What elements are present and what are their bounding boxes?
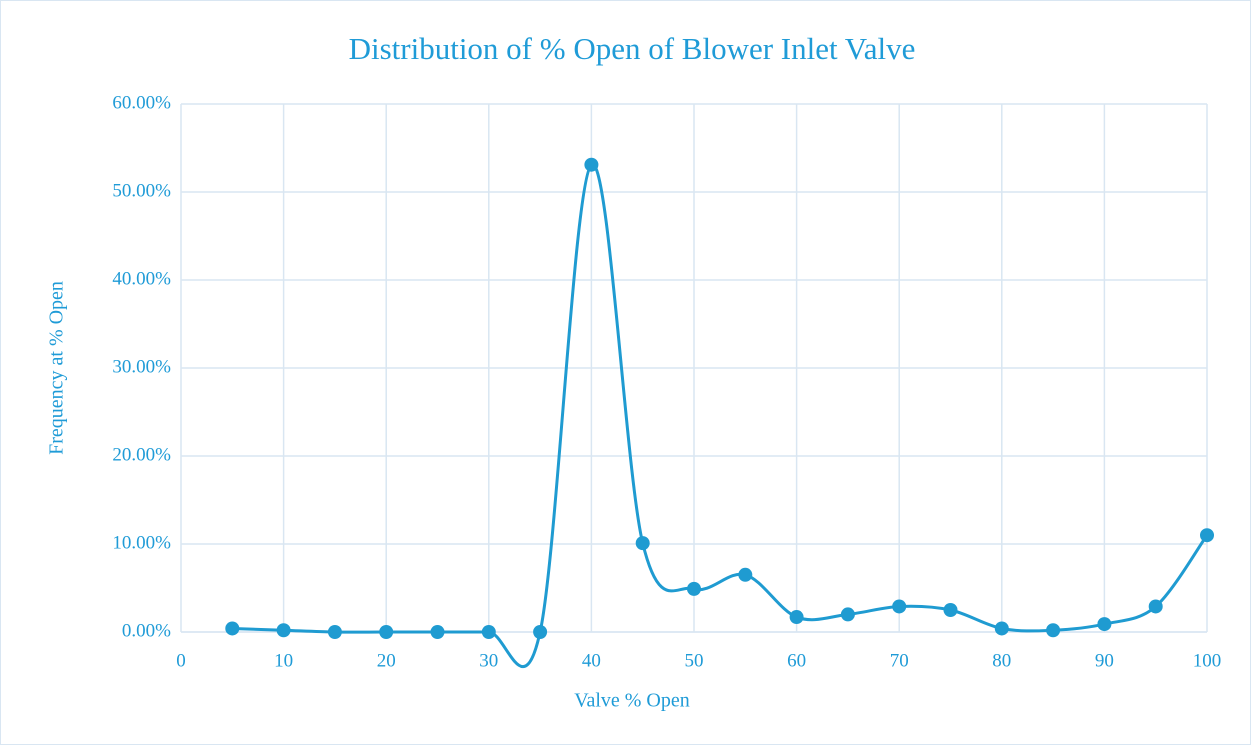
x-tick-label: 10 xyxy=(274,650,293,671)
x-tick-label: 90 xyxy=(1095,650,1114,671)
y-tick-label: 50.00% xyxy=(112,180,171,201)
y-tick-label: 30.00% xyxy=(112,356,171,377)
data-point xyxy=(738,567,753,582)
data-point xyxy=(994,621,1009,636)
chart-title: Distribution of % Open of Blower Inlet V… xyxy=(349,31,916,66)
data-point xyxy=(533,625,548,639)
y-tick-label: 10.00% xyxy=(112,532,171,553)
data-point xyxy=(430,625,445,639)
data-point xyxy=(1046,623,1061,638)
x-tick-label: 40 xyxy=(582,650,601,671)
y-axis-title: Frequency at % Open xyxy=(46,281,68,455)
data-point xyxy=(481,625,496,639)
x-axis-title: Valve % Open xyxy=(574,690,690,712)
y-tick-label: 40.00% xyxy=(112,268,171,289)
data-point xyxy=(276,623,291,638)
y-tick-label: 60.00% xyxy=(112,92,171,113)
data-point xyxy=(1200,528,1214,543)
x-tick-label: 100 xyxy=(1193,650,1222,671)
data-point xyxy=(327,625,342,639)
data-point xyxy=(687,581,701,596)
x-tick-label: 20 xyxy=(377,650,396,671)
data-point xyxy=(379,625,394,639)
data-point xyxy=(1097,617,1112,632)
x-tick-label: 30 xyxy=(479,650,498,671)
data-point xyxy=(1148,599,1163,614)
data-point xyxy=(840,607,855,622)
x-tick-label: 50 xyxy=(685,650,704,671)
data-point xyxy=(225,621,240,636)
data-point xyxy=(892,599,907,614)
x-tick-label: 70 xyxy=(890,650,909,671)
y-tick-label: 20.00% xyxy=(112,444,171,465)
x-tick-label: 80 xyxy=(992,650,1011,671)
x-tick-label: 60 xyxy=(787,650,806,671)
data-point xyxy=(789,610,804,625)
data-point xyxy=(584,157,599,172)
data-point xyxy=(635,536,650,551)
y-tick-label: 0.00% xyxy=(122,620,171,641)
x-tick-label: 0 xyxy=(176,650,186,671)
data-point xyxy=(943,603,958,617)
